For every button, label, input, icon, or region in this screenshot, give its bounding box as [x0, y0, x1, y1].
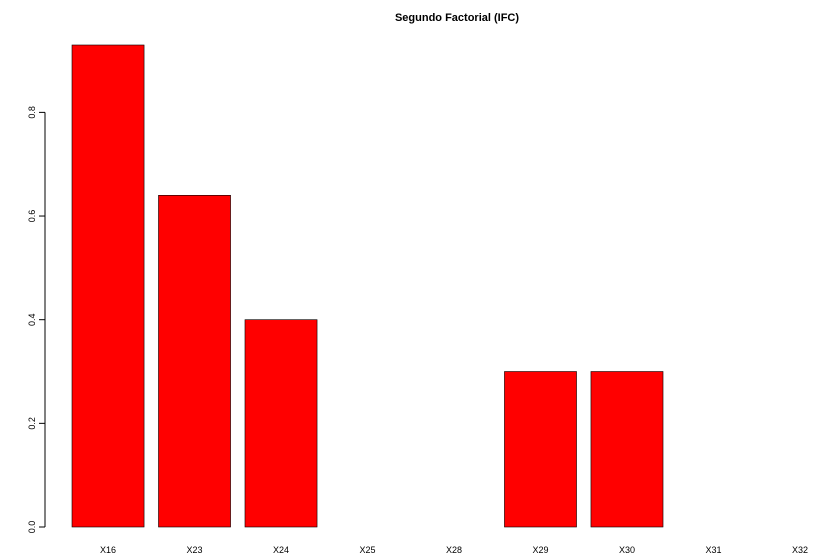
- x-tick-label-x28: X28: [446, 545, 462, 555]
- bar-x24: [244, 319, 318, 528]
- y-tick-label: 0.8: [27, 106, 37, 119]
- x-tick-label-x29: X29: [532, 545, 548, 555]
- x-tick-label-x24: X24: [273, 545, 289, 555]
- bar-x30: [590, 371, 664, 528]
- bar-x23: [158, 195, 231, 528]
- x-tick-label-x23: X23: [187, 545, 203, 555]
- y-tick-label: 0.6: [27, 210, 37, 223]
- bars-group: [71, 44, 664, 528]
- bar-x29: [504, 371, 577, 528]
- x-axis-labels: X16 X23 X24 X25 X28 X29 X30 X31 X32: [100, 545, 808, 555]
- y-tick-label: 0.4: [27, 313, 37, 326]
- x-tick-label-x31: X31: [705, 545, 721, 555]
- x-tick-label-x25: X25: [360, 545, 376, 555]
- x-tick-label-x16: X16: [100, 545, 116, 555]
- bar-x16: [71, 44, 145, 528]
- y-axis: 0.0 0.2 0.4 0.6 0.8: [27, 106, 46, 534]
- y-tick-label: 0.2: [27, 417, 37, 430]
- y-tick-label: 0.0: [27, 521, 37, 534]
- chart-title: Segundo Factorial (IFC): [395, 12, 519, 24]
- x-tick-label-x30: X30: [619, 545, 635, 555]
- x-tick-label-x32: X32: [792, 545, 808, 555]
